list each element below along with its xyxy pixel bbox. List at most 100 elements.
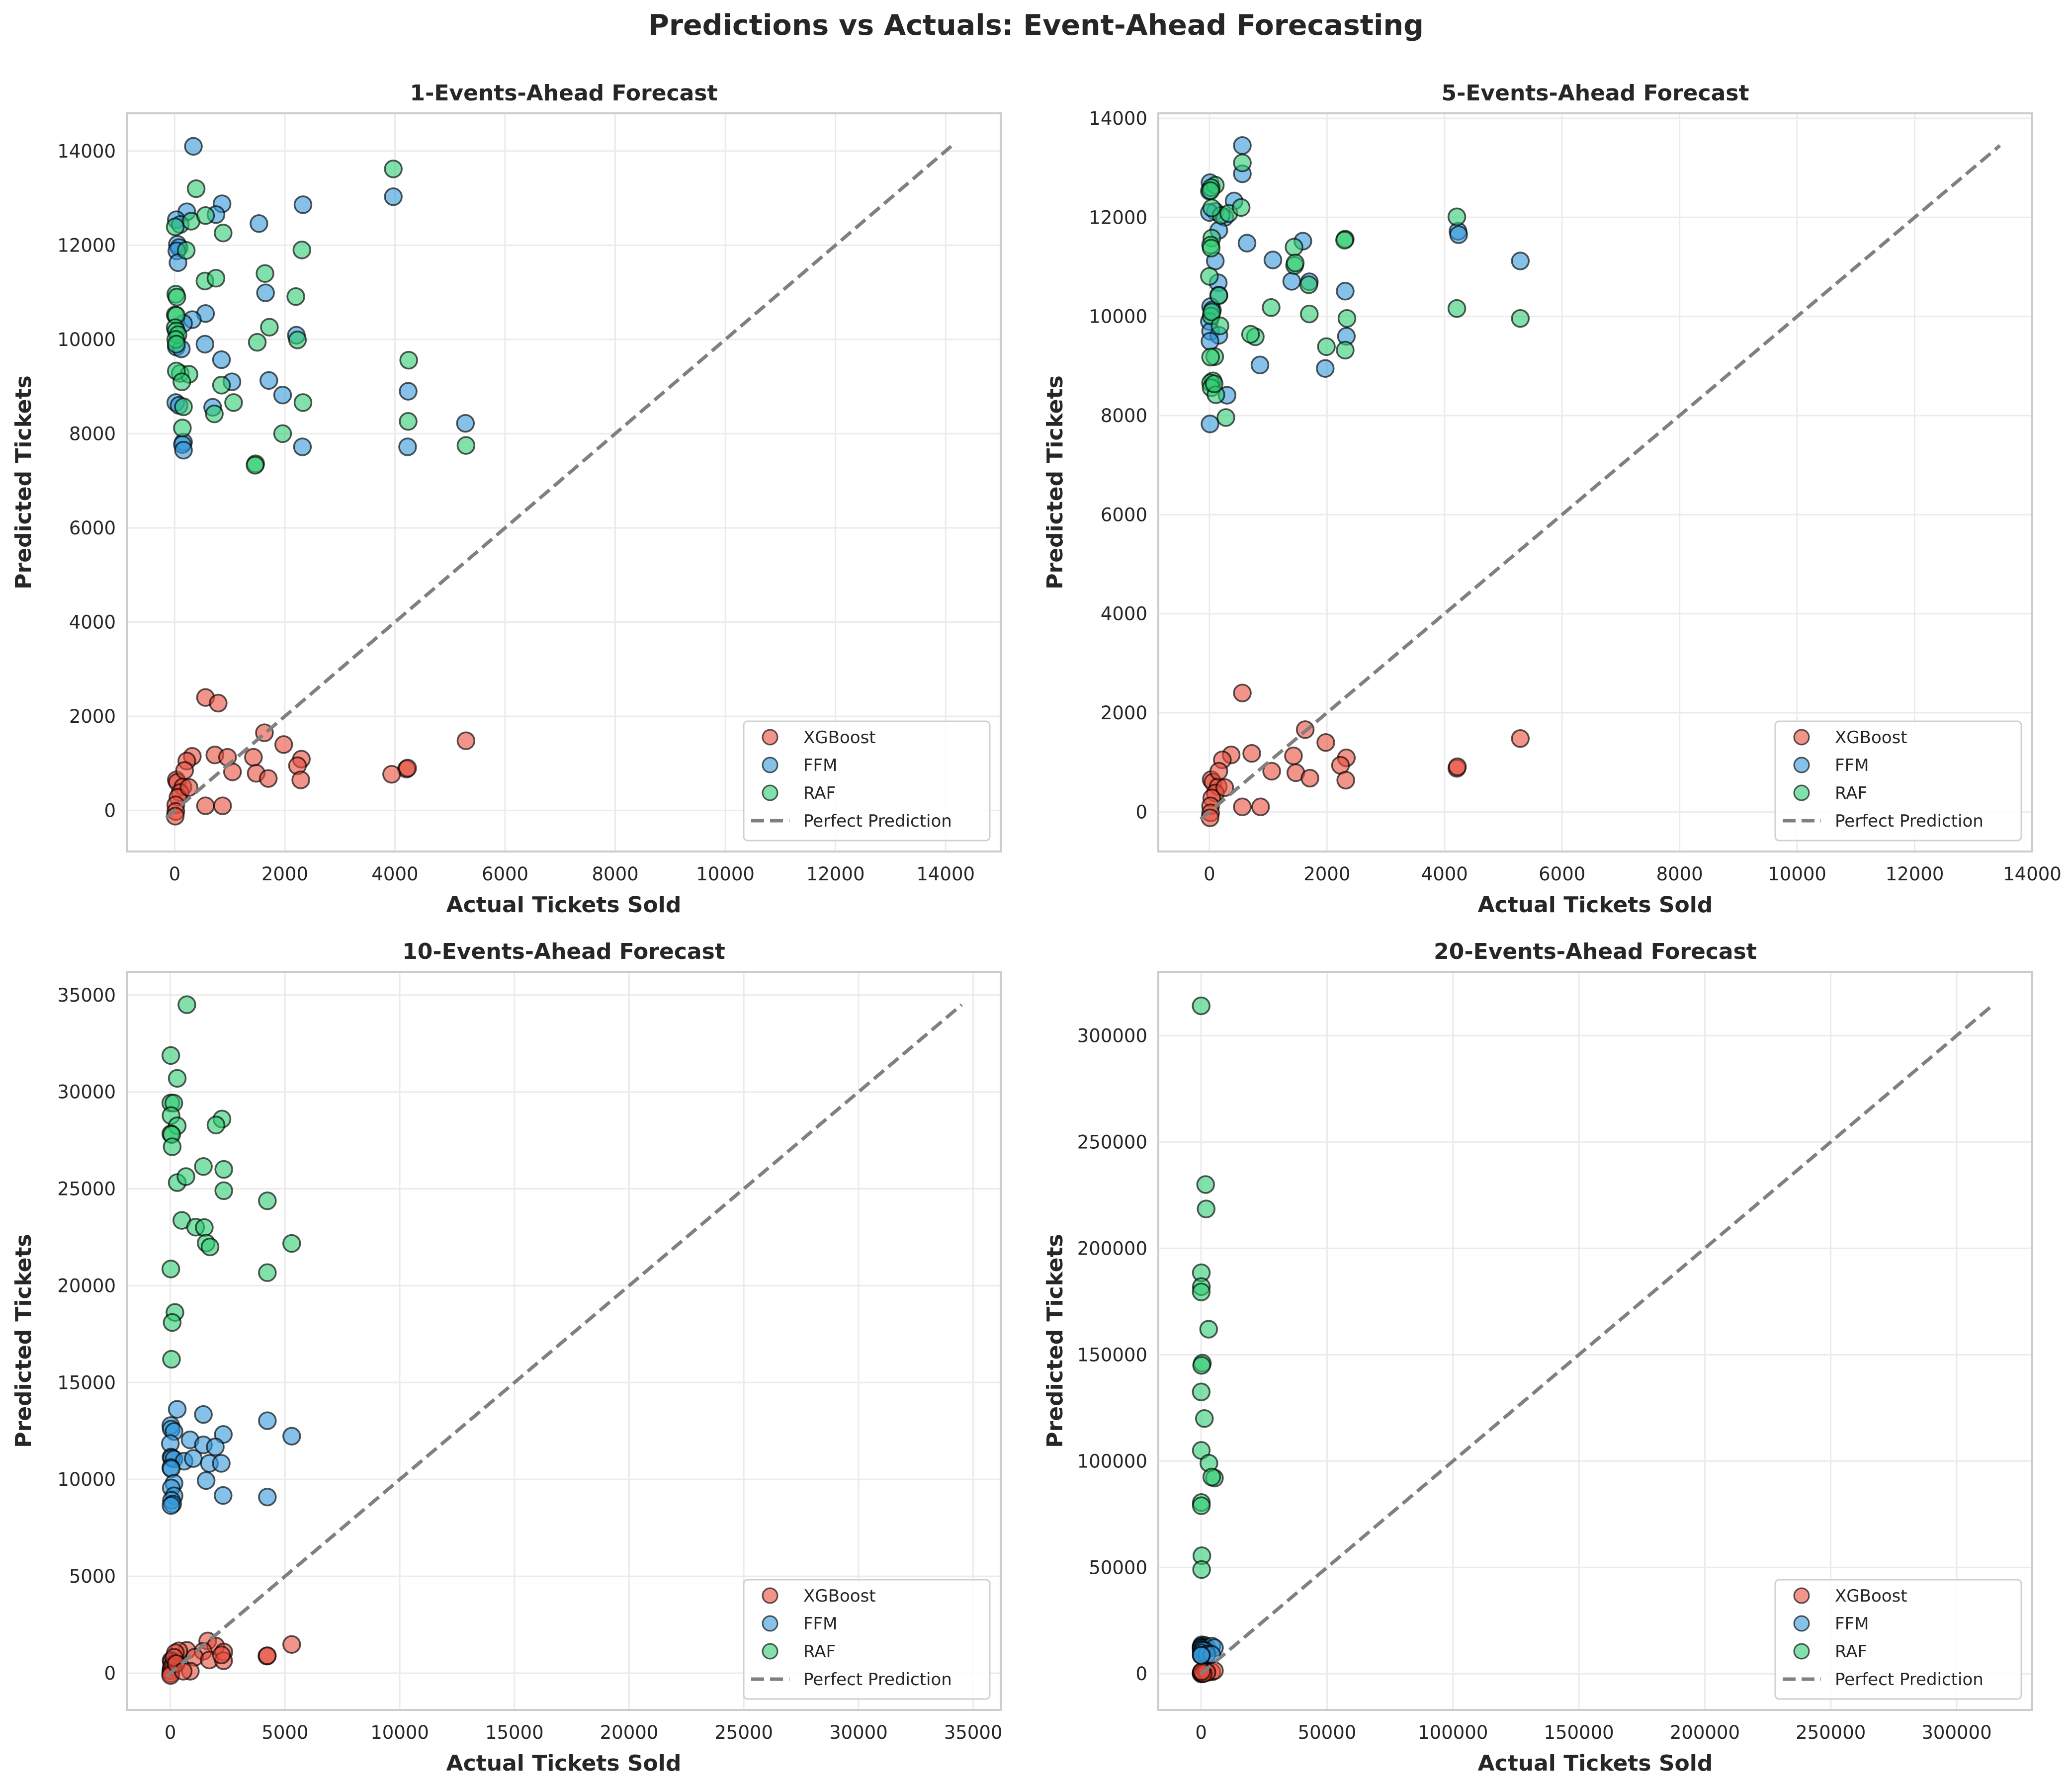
data-point-raf (1210, 316, 1229, 336)
subplot-title: 10-Events-Ahead Forecast (402, 939, 725, 964)
data-point-ffm (256, 283, 275, 302)
data-point-xgboost (1448, 757, 1467, 776)
data-point-xgboost (244, 748, 263, 767)
series-raf (161, 995, 301, 1369)
x-tick-label: 0 (1195, 1722, 1207, 1743)
perfect-prediction-line (1199, 144, 2001, 821)
data-point-ffm (293, 437, 312, 456)
data-point-raf (399, 350, 418, 370)
data-point-raf (168, 287, 186, 307)
axes-frame (126, 971, 1002, 1711)
data-point-xgboost (179, 778, 198, 797)
y-tick-label: 8000 (69, 423, 116, 444)
legend-label: XGBoost (803, 728, 876, 748)
data-point-ffm (206, 1437, 225, 1456)
data-point-raf (1195, 1409, 1214, 1428)
data-point-raf (456, 436, 476, 455)
y-tick-label: 15000 (57, 1372, 116, 1393)
x-tick-label: 4000 (371, 863, 418, 885)
data-point-ffm (194, 1405, 213, 1424)
data-point-xgboost (1209, 762, 1228, 781)
data-point-raf (166, 217, 185, 237)
data-point-raf (1192, 996, 1210, 1016)
y-tick-label: 100000 (1077, 1450, 1147, 1472)
y-tick-label: 6000 (1101, 504, 1147, 525)
data-point-raf (273, 424, 292, 443)
data-point-raf (1192, 1560, 1211, 1579)
y-tick-label: 30000 (57, 1082, 116, 1103)
data-point-raf (248, 333, 267, 352)
y-tick-label: 25000 (57, 1179, 116, 1200)
x-tick-label: 150000 (1544, 1722, 1614, 1743)
y-tick-label: 4000 (69, 611, 116, 633)
legend-label: XGBoost (803, 1586, 876, 1606)
data-point-raf (161, 1046, 180, 1065)
y-tick-label: 2000 (69, 706, 116, 727)
data-point-raf (1199, 1320, 1218, 1339)
axes-frame (1157, 971, 2033, 1711)
data-point-ffm (1449, 225, 1468, 244)
y-tick-label: 0 (1135, 801, 1147, 823)
x-tick-label: 10000 (696, 863, 755, 885)
y-tick-label: 0 (104, 800, 116, 822)
x-axis-label: Actual Tickets Sold (1478, 892, 1713, 918)
legend-label: XGBoost (1835, 1586, 1907, 1606)
legend-box (743, 1579, 991, 1700)
subplot-4: 0 50000 100000 150000 200000 250000 300000 0 500… (1042, 939, 2033, 1776)
legend-label: RAF (1835, 783, 1867, 803)
data-point-raf (246, 456, 264, 475)
x-tick-label: 200000 (1670, 1722, 1740, 1743)
legend-label: RAF (1835, 1642, 1867, 1662)
y-tick-label: 14000 (57, 141, 116, 162)
legend-label: FFM (1835, 1614, 1869, 1634)
figure-title: Predictions vs Actuals: Event-Ahead Fore… (648, 9, 1424, 42)
data-point-raf (163, 1313, 182, 1332)
y-tick-label: 8000 (1101, 405, 1147, 426)
data-point-raf (196, 206, 215, 225)
y-axis-label: Predicted Tickets (1042, 375, 1068, 589)
data-point-ffm (273, 385, 292, 405)
data-point-raf (212, 376, 231, 395)
data-point-xgboost (1242, 744, 1261, 763)
data-point-raf (177, 995, 196, 1015)
data-point-raf (1197, 1199, 1216, 1218)
series-raf (1192, 996, 1224, 1579)
data-point-raf (205, 404, 224, 424)
series-raf (1200, 153, 1530, 427)
data-point-raf (1202, 198, 1221, 218)
y-axis-label: Predicted Tickets (1042, 1234, 1068, 1447)
y-tick-label: 200000 (1077, 1238, 1147, 1259)
legend-label: FFM (803, 756, 837, 775)
legend-box (1774, 720, 2022, 842)
data-point-ffm (184, 137, 203, 156)
x-tick-label: 0 (169, 863, 181, 885)
data-point-raf (1286, 254, 1305, 272)
subplot-2: 0 2000 4000 6000 8000 10000 12000 14000 0 2000 400… (1042, 81, 2062, 918)
data-point-ffm (1250, 355, 1270, 375)
data-point-ffm (1336, 282, 1355, 301)
data-point-raf (174, 397, 193, 417)
data-point-xgboost (274, 735, 293, 754)
legend-marker-raf (1793, 784, 1810, 801)
data-point-raf (1202, 302, 1221, 322)
data-point-raf (161, 1260, 180, 1278)
data-point-ffm (1201, 332, 1219, 351)
y-tick-label: 0 (104, 1663, 116, 1684)
data-point-xgboost (173, 1662, 193, 1681)
data-point-ffm (212, 350, 231, 369)
data-point-raf (292, 241, 312, 259)
x-tick-label: 4000 (1421, 863, 1468, 885)
x-tick-label: 100000 (1418, 1722, 1488, 1743)
data-point-raf (176, 241, 196, 260)
data-point-raf (1285, 238, 1303, 256)
data-point-ffm (456, 414, 475, 433)
axes-frame (126, 112, 1002, 852)
legend-label: Perfect Prediction (803, 1670, 952, 1690)
x-tick-label: 20000 (600, 1722, 659, 1743)
data-point-raf (282, 1234, 301, 1253)
legend: XGBoost FFM RAF Perfect Prediction (743, 1579, 991, 1700)
legend-label: FFM (803, 1614, 837, 1634)
perfect-prediction-line (165, 145, 952, 819)
x-tick-label: 35000 (944, 1722, 1003, 1743)
data-point-raf (1335, 231, 1354, 250)
